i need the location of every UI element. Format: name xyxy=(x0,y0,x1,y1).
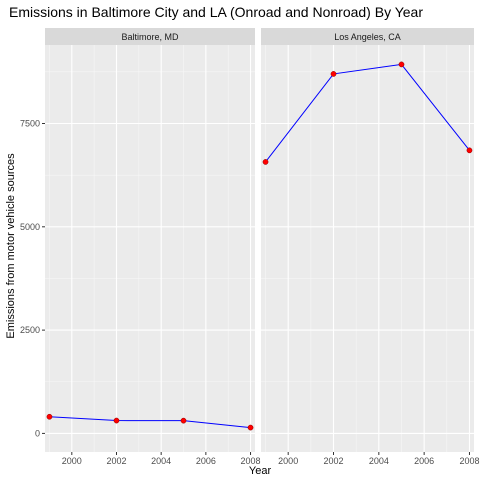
facet-strip-label: Baltimore, MD xyxy=(121,32,179,42)
series-line xyxy=(265,63,470,163)
data-point xyxy=(180,417,187,424)
data-point xyxy=(398,61,405,68)
x-tick-label: 2006 xyxy=(414,456,434,466)
y-tick-label: 5000 xyxy=(20,222,40,232)
x-tick-label: 2000 xyxy=(278,456,298,466)
y-axis: 0 2500 5000 7500 xyxy=(20,119,45,438)
chart-title: Emissions in Baltimore City and LA (Onro… xyxy=(9,4,423,20)
y-axis-label: Emissions from motor vehicle sources xyxy=(5,153,17,339)
x-axis-label: Year xyxy=(249,465,272,477)
facet-strip xyxy=(261,28,474,45)
x-tick-label: 2002 xyxy=(323,456,343,466)
panel-background xyxy=(45,45,255,452)
x-tick-label: 2008 xyxy=(459,456,479,466)
x-tick-label: 2006 xyxy=(196,456,216,466)
y-tick-label: 2500 xyxy=(20,325,40,335)
data-point xyxy=(262,159,269,165)
panel-background xyxy=(261,45,474,452)
x-tick-label: 2000 xyxy=(62,456,82,466)
series-line xyxy=(49,416,251,429)
data-point xyxy=(113,417,120,424)
facet-panel: Los Angeles, CA 2000 2002 2004 2006 2008 xyxy=(261,28,479,466)
x-tick-label: 2002 xyxy=(106,456,126,466)
y-tick-label: 0 xyxy=(35,428,40,438)
facet-strip-label: Los Angeles, CA xyxy=(334,32,401,42)
data-point xyxy=(247,424,254,431)
y-tick-label: 7500 xyxy=(20,119,40,129)
data-point xyxy=(330,71,337,77)
facet-strip xyxy=(45,28,255,45)
facet-panel: Baltimore, MD 2000 2002 2004 2006 2008 xyxy=(45,28,261,466)
data-point xyxy=(46,413,53,420)
x-tick-label: 2004 xyxy=(151,456,171,466)
x-tick-label: 2004 xyxy=(369,456,389,466)
data-point xyxy=(466,147,473,154)
x-tick-label: 2008 xyxy=(241,456,261,466)
